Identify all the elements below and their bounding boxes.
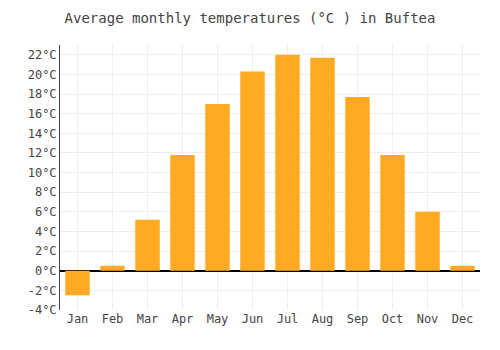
svg-text:2°C: 2°C (35, 244, 57, 258)
svg-text:18°C: 18°C (28, 87, 57, 101)
svg-text:Aug: Aug (312, 312, 334, 326)
svg-text:Mar: Mar (137, 312, 159, 326)
svg-text:Nov: Nov (417, 312, 439, 326)
svg-text:Feb: Feb (102, 312, 124, 326)
svg-text:Jun: Jun (242, 312, 264, 326)
svg-text:22°C: 22°C (28, 48, 57, 62)
svg-text:16°C: 16°C (28, 107, 57, 121)
svg-text:20°C: 20°C (28, 68, 57, 82)
svg-text:14°C: 14°C (28, 127, 57, 141)
svg-text:May: May (207, 312, 229, 326)
svg-text:8°C: 8°C (35, 185, 57, 199)
svg-text:Dec: Dec (452, 312, 474, 326)
svg-text:-2°C: -2°C (28, 284, 57, 298)
svg-text:Average monthly temperatures (: Average monthly temperatures (°C ) in Bu… (65, 10, 436, 26)
svg-text:6°C: 6°C (35, 205, 57, 219)
svg-text:Jul: Jul (277, 312, 299, 326)
svg-text:4°C: 4°C (35, 225, 57, 239)
svg-text:Apr: Apr (172, 312, 194, 326)
svg-text:-4°C: -4°C (28, 303, 57, 317)
svg-text:10°C: 10°C (28, 166, 57, 180)
svg-text:Oct: Oct (382, 312, 404, 326)
svg-text:0°C: 0°C (35, 264, 57, 278)
svg-text:Sep: Sep (347, 312, 369, 326)
svg-text:12°C: 12°C (28, 146, 57, 160)
svg-text:Jan: Jan (67, 312, 89, 326)
